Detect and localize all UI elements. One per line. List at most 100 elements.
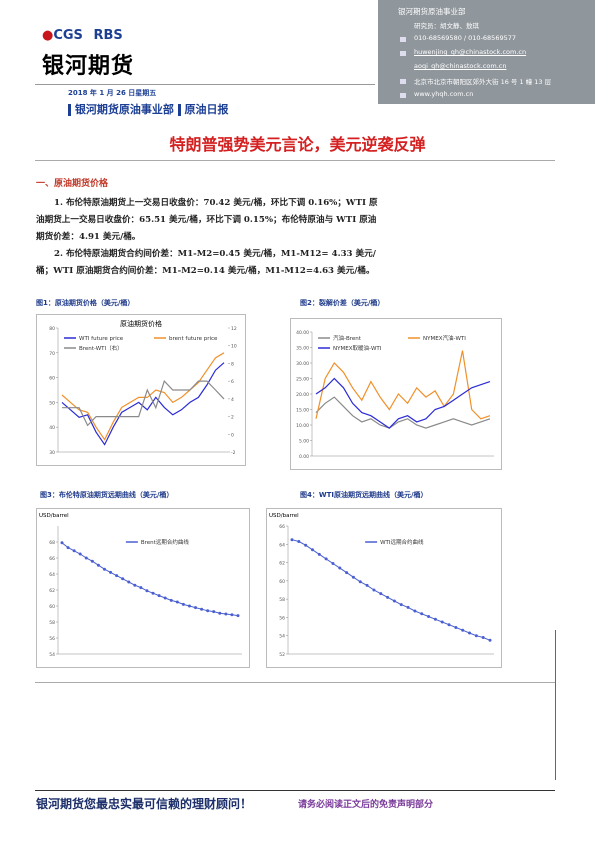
chart-title: 原油期货价格 <box>120 319 162 328</box>
chart-frame <box>36 314 246 466</box>
banner: 银河期货原油事业部 原油日报 <box>68 102 383 118</box>
y2-tick-label: 6 <box>231 379 234 385</box>
point <box>78 552 82 556</box>
chart: USD/barrel 52 54 56 58 60 62 64 66 WTI远期合约曲线 <box>266 508 502 668</box>
series-line <box>61 352 225 441</box>
y2-tick-label: -2 <box>231 450 236 456</box>
rule <box>35 84 375 85</box>
y-tick-label: 10.00 <box>296 423 309 429</box>
contact-line: 银河期货原油事业部 <box>398 7 466 16</box>
icon <box>400 51 406 56</box>
point <box>139 586 143 590</box>
y-tick-label: 35.00 <box>296 346 309 352</box>
point <box>372 588 376 592</box>
y-tick-label: 58 <box>279 597 285 603</box>
y2-tick-label: 8 <box>231 361 234 367</box>
point <box>310 548 314 552</box>
point <box>392 599 396 603</box>
legend-label: 汽油-Brent <box>333 334 362 342</box>
point <box>379 592 383 596</box>
contact-line: www.yhqh.com.cn <box>414 90 474 98</box>
point <box>358 580 362 584</box>
point <box>433 617 437 621</box>
rule <box>35 160 555 161</box>
point <box>212 610 216 614</box>
legend-label: NYMEX汽油-WTI <box>423 334 466 342</box>
point <box>461 628 465 632</box>
point <box>169 598 173 602</box>
y-tick-label: 56 <box>279 615 285 621</box>
y2-tick-label: 4 <box>231 397 234 403</box>
series-line <box>315 350 491 420</box>
y-tick-label: 62 <box>279 561 285 567</box>
y-tick-label: 64 <box>49 572 55 578</box>
contact-box: 银河期货原油事业部 研究员：胡文静、敖琪 010-68569580 / 010-68… <box>378 0 595 104</box>
y-tick-label: 15.00 <box>296 408 309 414</box>
y-tick-label: 30 <box>49 450 55 456</box>
figure-caption: 图4：WTI原油期货远期曲线（美元/桶） <box>300 491 428 499</box>
point <box>365 583 369 587</box>
point <box>175 600 179 604</box>
department: 银河期货原油事业部 <box>74 103 174 116</box>
y-tick-label: 62 <box>49 588 55 594</box>
logo-left: CGS <box>53 28 83 43</box>
rule <box>35 790 555 791</box>
point <box>109 570 113 574</box>
point <box>157 594 161 598</box>
point <box>297 540 301 544</box>
y2-tick-label: 0 <box>231 432 234 438</box>
y-tick-label: 30.00 <box>296 361 309 367</box>
point <box>218 611 222 615</box>
y2-tick-label: 2 <box>231 415 234 421</box>
point <box>420 612 424 616</box>
contact-line: 010-68569580 / 010-68569577 <box>414 34 516 42</box>
y2-tick-label: 10 <box>231 344 237 350</box>
series-line <box>315 377 491 429</box>
point <box>90 559 94 563</box>
point <box>206 609 210 613</box>
series-line <box>61 362 225 446</box>
side-line <box>555 630 556 780</box>
point <box>224 612 228 616</box>
y-tick-label: 58 <box>49 620 55 626</box>
slogan: 银河期货您最忠实最可信赖的理财顾问！ <box>36 797 253 811</box>
point <box>474 634 478 638</box>
point <box>72 549 76 553</box>
y-tick-label: 60 <box>49 376 55 382</box>
icon <box>400 37 406 42</box>
point <box>181 602 185 606</box>
chart: 原油期货价格 30 40 50 60 70 80 -2 0 2 4 6 8 10 12 WTI future … <box>36 314 246 466</box>
y2-tick-label: 12 <box>231 326 237 332</box>
y-tick-label: 5.00 <box>299 439 309 445</box>
point <box>351 575 355 579</box>
point <box>133 583 137 587</box>
point <box>304 543 308 547</box>
company: 银河期货 <box>42 54 135 79</box>
icon <box>400 79 406 84</box>
y-tick-label: 66 <box>49 556 55 562</box>
point <box>96 563 100 567</box>
point <box>386 595 390 599</box>
paragraph: 2. 布伦特原油期货合约间价差：M1-M2=0.45 美元/桶，M1-M12= … <box>36 249 376 276</box>
series-line <box>315 396 491 429</box>
y-tick-label: 54 <box>279 634 285 640</box>
y-tick-label: 0.00 <box>299 454 309 460</box>
point <box>121 577 125 581</box>
point <box>345 571 349 575</box>
point <box>413 609 417 613</box>
figure-caption: 图2：裂解价差（美元/桶） <box>300 299 385 307</box>
point <box>115 574 119 578</box>
legend-label: Brent远期合约曲线 <box>141 538 189 546</box>
y-tick-label: 56 <box>49 636 55 642</box>
y-tick-label: 64 <box>279 542 285 548</box>
figure-caption: 图3：布伦特原油期货远期曲线（美元/桶） <box>40 491 174 499</box>
y-tick-label: 52 <box>279 652 285 658</box>
contact-line: huwenjing_qh@chinastock.com.cn <box>414 48 527 56</box>
y-unit: USD/barrel <box>269 513 299 519</box>
point <box>200 607 204 611</box>
point <box>317 552 321 556</box>
point <box>236 614 240 618</box>
y-unit: USD/barrel <box>39 513 69 519</box>
figure-caption: 图1：原油期货价格（美元/桶） <box>36 299 135 307</box>
